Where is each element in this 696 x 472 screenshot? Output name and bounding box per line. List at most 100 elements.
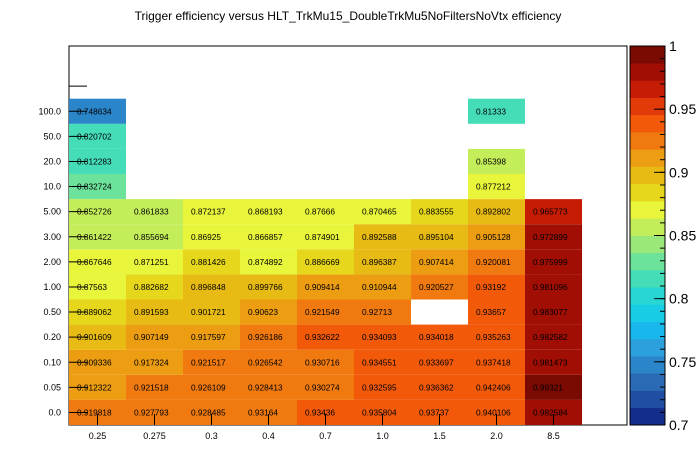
colorbar-tick-label: 0.9 xyxy=(669,164,689,180)
cell-value-label: 0.99321 xyxy=(533,382,563,392)
cell-value-label: 0.881426 xyxy=(191,257,226,267)
cell-value-label: 0.909414 xyxy=(305,282,340,292)
cell-value-label: 0.87666 xyxy=(305,207,335,217)
cell-value-label: 0.981473 xyxy=(533,357,568,367)
heatmap-cell xyxy=(411,224,468,250)
cell-value-label: 0.917597 xyxy=(191,332,226,342)
cell-value-label: 0.930716 xyxy=(305,357,340,367)
heatmap-cell xyxy=(468,324,525,350)
heatmap-cell xyxy=(525,349,582,375)
heatmap-cell xyxy=(354,199,411,225)
heatmap-cell xyxy=(183,224,240,250)
cell-value-label: 0.936362 xyxy=(419,382,454,392)
heatmap-cell xyxy=(297,274,354,300)
heatmap-cell xyxy=(468,274,525,300)
colorbar-tick-label: 1 xyxy=(669,38,677,54)
cell-value-label: 0.934551 xyxy=(362,357,397,367)
colorbar-segment xyxy=(630,183,665,202)
cell-value-label: 0.937418 xyxy=(476,357,511,367)
heatmap-cell xyxy=(183,374,240,400)
heatmap-cell xyxy=(411,249,468,275)
cell-value-label: 0.965773 xyxy=(533,207,568,217)
heatmap-cell xyxy=(525,299,582,325)
cell-value-label: 0.921549 xyxy=(305,307,340,317)
heatmap-cell xyxy=(240,349,297,375)
heatmap-cell xyxy=(525,224,582,250)
heatmap-cell xyxy=(525,274,582,300)
heatmap-cell xyxy=(411,324,468,350)
y-axis: 0.0 0.05 0.10 0.20 0.50 1.00 2.00 3.00 5.00 10.0 2… xyxy=(38,85,87,417)
colorbar-segment xyxy=(630,304,665,322)
cell-value-label: 0.899766 xyxy=(248,282,283,292)
heatmap-cell xyxy=(297,349,354,375)
y-tick-label: 50.0 xyxy=(43,131,61,141)
cell-value-label: 0.901609 xyxy=(77,332,112,342)
cell-value-label: 0.909336 xyxy=(77,357,112,367)
colorbar-segment xyxy=(630,356,665,374)
heatmap-cell xyxy=(525,324,582,350)
heatmap-cell xyxy=(468,299,525,325)
x-tick-label: 0.3 xyxy=(205,431,218,441)
heatmap-cell xyxy=(525,249,582,275)
colorbar-segment xyxy=(630,149,665,167)
cell-value-label: 0.921517 xyxy=(191,357,226,367)
heatmap-cell xyxy=(183,349,240,375)
heatmap-cell xyxy=(468,148,525,174)
cell-value-label: 0.932622 xyxy=(305,332,340,342)
cell-value-label: 0.889062 xyxy=(77,307,112,317)
heatmap-cell xyxy=(240,299,297,325)
colorbar-segment xyxy=(630,287,665,305)
cell-value-label: 0.93737 xyxy=(419,407,449,417)
cell-value-label: 0.872137 xyxy=(191,207,226,217)
y-tick-label: 100.0 xyxy=(38,106,61,116)
heatmap-cell xyxy=(297,374,354,400)
colorbar-segment xyxy=(630,252,665,271)
heatmap-cell xyxy=(297,299,354,325)
heatmap-cell xyxy=(354,224,411,250)
heatmap-cell xyxy=(126,199,183,225)
cell-value-label: 0.892588 xyxy=(362,232,397,242)
heatmap-cell xyxy=(183,249,240,275)
cell-value-label: 0.861833 xyxy=(134,207,169,217)
heatmap-cell xyxy=(297,224,354,250)
cell-value-label: 0.910944 xyxy=(362,282,397,292)
heatmap-cell xyxy=(354,274,411,300)
cell-value-label: 0.896848 xyxy=(191,282,226,292)
y-tick-label: 0.0 xyxy=(48,407,61,417)
colorbar-tick-label: 0.75 xyxy=(669,354,696,370)
x-axis: 0.25 0.275 0.3 0.4 0.7 1.0 1.5 2.0 8.5 xyxy=(89,414,560,441)
cell-value-label: 0.93164 xyxy=(248,407,278,417)
heatmap-cell xyxy=(468,249,525,275)
cell-value-label: 0.93192 xyxy=(476,282,506,292)
cell-value-label: 0.933697 xyxy=(419,357,454,367)
heatmap-cell xyxy=(354,374,411,400)
cell-value-label: 0.907414 xyxy=(419,257,454,267)
heatmap-cell xyxy=(126,299,183,325)
cell-value-label: 0.982584 xyxy=(533,407,568,417)
colorbar-segment xyxy=(630,338,665,357)
y-tick-label: 0.10 xyxy=(43,357,61,367)
heatmap-cell xyxy=(183,299,240,325)
heatmap-cell xyxy=(126,274,183,300)
heatmap-cell xyxy=(240,324,297,350)
cell-value-label: 0.935263 xyxy=(476,332,511,342)
cell-value-label: 0.883555 xyxy=(419,207,454,217)
cell-value-label: 0.907149 xyxy=(134,332,169,342)
cell-value-label: 0.748634 xyxy=(77,106,112,116)
cell-value-label: 0.86925 xyxy=(191,232,221,242)
cell-value-label: 0.93657 xyxy=(476,307,506,317)
heatmap-cell xyxy=(240,199,297,225)
colorbar-tick-label: 0.8 xyxy=(669,291,689,307)
cell-value-label: 0.861422 xyxy=(77,232,112,242)
cell-value-label: 0.975999 xyxy=(533,257,568,267)
heatmap-cell xyxy=(411,374,468,400)
cell-value-label: 0.901721 xyxy=(191,307,226,317)
heatmap-cell xyxy=(297,324,354,350)
heatmap-cell xyxy=(468,374,525,400)
cell-value-label: 0.87563 xyxy=(77,282,107,292)
chart-title: Trigger efficiency versus HLT_TrkMu15_Do… xyxy=(135,9,562,23)
colorbar-tick-label: 0.95 xyxy=(669,101,696,117)
colorbar-segment xyxy=(630,80,665,98)
cell-value-label: 0.886669 xyxy=(305,257,340,267)
cell-value-label: 0.932595 xyxy=(362,382,397,392)
